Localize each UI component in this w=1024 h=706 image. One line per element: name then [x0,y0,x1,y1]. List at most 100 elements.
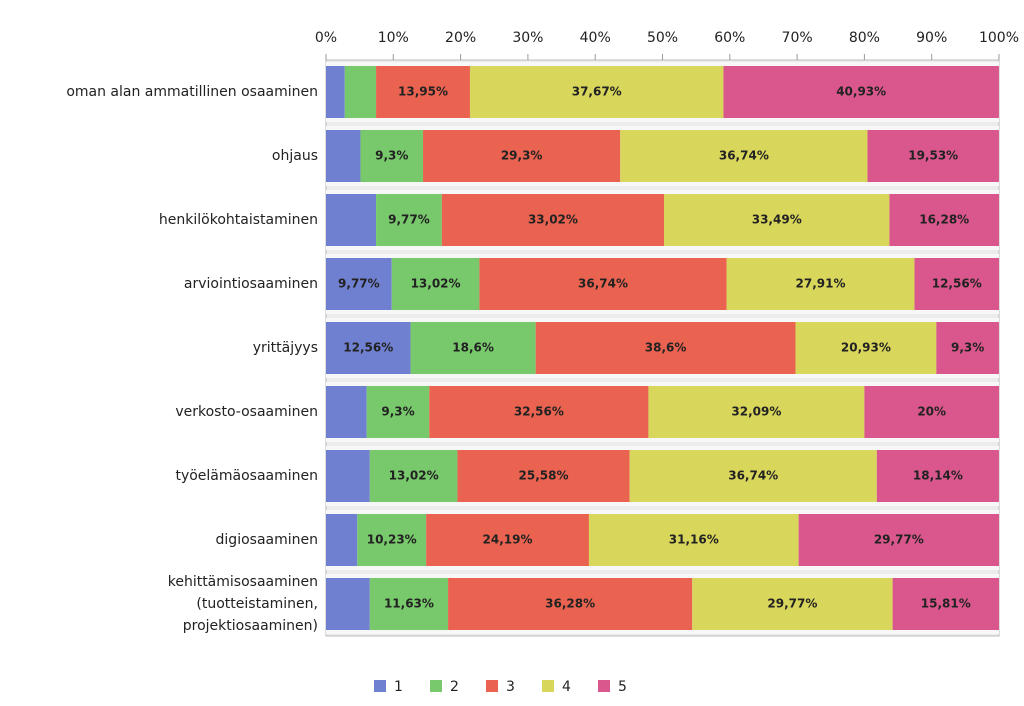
x-tick-label: 50% [647,30,678,46]
x-tick-label: 60% [714,30,745,46]
bar-segment [357,514,427,566]
bar-segment [648,386,865,438]
x-tick-label: 90% [916,30,947,46]
value-label: 31,16% [669,533,719,547]
legend-label: 2 [450,679,459,695]
value-label: 9,3% [375,149,408,163]
bar-segment [723,66,999,118]
bar-segment [629,450,877,502]
bar-segment [360,130,424,182]
legend-label: 5 [618,679,627,695]
value-label: 11,63% [384,597,434,611]
y-tick-label: yrittäjyys [253,340,318,356]
value-label: 40,93% [836,85,886,99]
bar-segment [410,322,536,374]
x-tick-label: 70% [782,30,813,46]
bar-segment [692,578,893,630]
y-tick-label: oman alan ammatillinen osaaminen [66,84,318,100]
bar-segment [876,450,999,502]
y-tick-label: digiosaaminen [216,532,318,548]
bar-segment [369,578,449,630]
bar-segment [326,386,367,438]
value-label: 13,95% [398,85,448,99]
bar-segment [426,514,589,566]
bar-segment [588,514,799,566]
bar-segment [469,66,724,118]
legend-swatch [374,680,386,692]
bar-segment [936,322,999,374]
y-tick-label: verkosto-osaaminen [175,404,318,420]
legend-label: 4 [562,679,571,695]
value-label: 36,74% [719,149,769,163]
bar-segment [326,66,345,118]
y-tick-label: kehittämisosaaminen (tuotteistaminen, proj… [168,574,318,634]
bar-segment [914,258,999,310]
value-label: 32,09% [731,405,781,419]
value-label: 9,77% [388,213,430,227]
bar-segment [366,386,430,438]
legend-label: 1 [394,679,403,695]
bar-segment [448,578,693,630]
x-tick-label: 100% [979,30,1019,46]
bar-segment [429,386,649,438]
value-label: 15,81% [921,597,971,611]
bar-segment [889,194,999,246]
bar-segment [326,514,358,566]
x-tick-label: 80% [849,30,880,46]
value-label: 20% [917,405,946,419]
value-label: 9,77% [338,277,380,291]
value-label: 13,02% [411,277,461,291]
x-tick-label: 10% [378,30,409,46]
legend-swatch [598,680,610,692]
bar-segment [376,194,442,246]
bar-segment [441,194,665,246]
x-tick-label: 40% [580,30,611,46]
bar-segment [326,322,411,374]
value-label: 24,19% [483,533,533,547]
bar-segment [326,578,370,630]
value-label: 9,3% [951,341,984,355]
bar-segment [369,450,458,502]
bar-segment [795,322,937,374]
value-label: 36,74% [728,469,778,483]
value-label: 9,3% [381,405,414,419]
bar-segment [344,66,377,118]
x-tick-label: 30% [512,30,543,46]
value-label: 19,53% [908,149,958,163]
bar-segment [457,450,630,502]
y-tick-label: arviointiosaaminen [184,276,318,292]
value-label: 12,56% [932,277,982,291]
bar-segment [798,514,999,566]
value-label: 36,28% [545,597,595,611]
value-label: 20,93% [841,341,891,355]
value-label: 38,6% [645,341,687,355]
value-label: 29,77% [874,533,924,547]
bar-segment [326,258,392,310]
value-label: 25,58% [519,469,569,483]
x-tick-label: 0% [315,30,337,46]
y-tick-label: työelämäosaaminen [175,468,318,484]
bar-segment [535,322,796,374]
bar-segment [479,258,727,310]
bar-segment [423,130,621,182]
y-tick-label: ohjaus [272,148,318,164]
value-label: 13,02% [389,469,439,483]
bar-segment [892,578,999,630]
bar-segment [326,194,377,246]
bar-segment [864,386,999,438]
bar-segment [326,130,361,182]
value-label: 16,28% [919,213,969,227]
value-label: 37,67% [572,85,622,99]
bar-segment [867,130,999,182]
bar-segment [376,66,470,118]
value-label: 33,49% [752,213,802,227]
legend-label: 3 [506,679,515,695]
legend-swatch [430,680,442,692]
value-label: 12,56% [343,341,393,355]
bar-segment [391,258,480,310]
value-label: 29,77% [767,597,817,611]
value-label: 32,56% [514,405,564,419]
legend-swatch [542,680,554,692]
bar-segment [326,450,370,502]
